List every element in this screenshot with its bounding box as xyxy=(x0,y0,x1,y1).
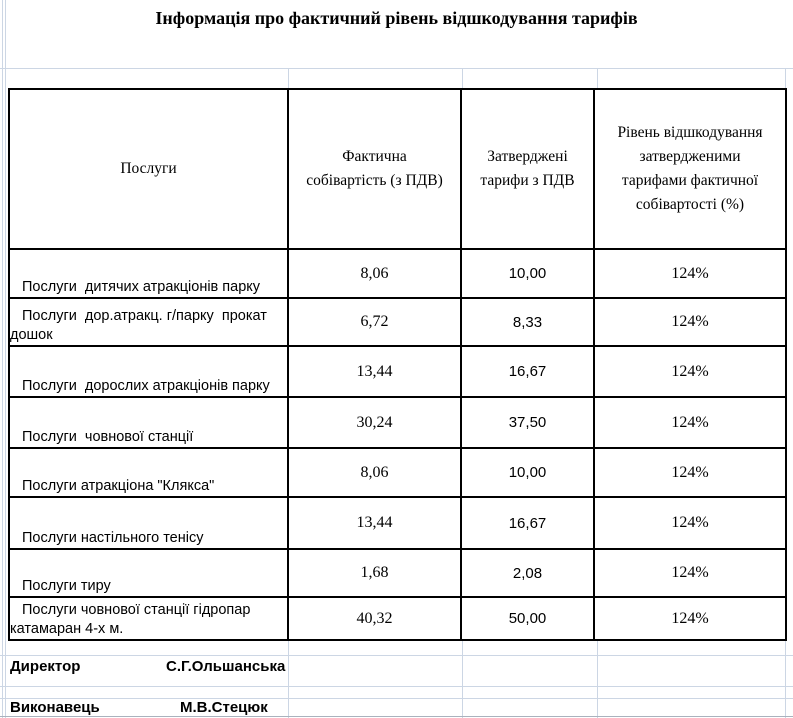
cell-actual-cost[interactable]: 1,68 xyxy=(287,548,462,598)
table-header-row: Послуги Фактична собівартість (з ПДВ) За… xyxy=(8,88,787,250)
signature-name-executor: М.В.Стецюк xyxy=(180,699,268,716)
gridline xyxy=(0,716,793,717)
cell-level[interactable]: 124% xyxy=(593,548,787,598)
cell-actual-cost[interactable]: 13,44 xyxy=(287,496,462,550)
gridline xyxy=(462,641,463,718)
cell-level[interactable]: 124% xyxy=(593,396,787,449)
cell-approved-tariff[interactable]: 16,67 xyxy=(460,345,595,398)
cell-actual-cost[interactable]: 30,24 xyxy=(287,396,462,449)
table-row: Послуги дор.атракц. г/парку прокат дошок… xyxy=(8,297,787,347)
cell-level[interactable]: 124% xyxy=(593,345,787,398)
gridline xyxy=(2,0,3,718)
cell-service[interactable]: Послуги човнової станції гідропар катама… xyxy=(8,596,289,641)
gridline xyxy=(785,641,786,718)
gridline xyxy=(462,68,463,88)
cell-approved-tariff[interactable]: 10,00 xyxy=(460,447,595,498)
table-row: Послуги тиру 1,68 2,08 124% xyxy=(8,548,787,598)
header-cell-services[interactable]: Послуги xyxy=(8,88,289,250)
cell-approved-tariff[interactable]: 10,00 xyxy=(460,248,595,299)
gridline xyxy=(0,655,793,656)
table-row: Послуги атракціона "Клякса" 8,06 10,00 1… xyxy=(8,447,787,498)
cell-service[interactable]: Послуги дор.атракц. г/парку прокат дошок xyxy=(8,297,289,347)
cell-actual-cost[interactable]: 6,72 xyxy=(287,297,462,347)
cell-actual-cost[interactable]: 13,44 xyxy=(287,345,462,398)
cell-approved-tariff[interactable]: 37,50 xyxy=(460,396,595,449)
header-cell-reimbursement-level[interactable]: Рівень відшкодування затвердженими тариф… xyxy=(593,88,787,250)
gridline xyxy=(5,0,6,718)
table-row: Послуги настільного тенісу 13,44 16,67 1… xyxy=(8,496,787,550)
cell-service[interactable]: Послуги атракціона "Клякса" xyxy=(8,447,289,498)
cell-approved-tariff[interactable]: 16,67 xyxy=(460,496,595,550)
cell-actual-cost[interactable]: 8,06 xyxy=(287,248,462,299)
table-row: Послуги човнової станції 30,24 37,50 124… xyxy=(8,396,787,449)
table-row: Послуги дорослих атракціонів парку 13,44… xyxy=(8,345,787,398)
signature-name-director: С.Г.Ольшанська xyxy=(166,658,286,675)
cell-level[interactable]: 124% xyxy=(593,248,787,299)
cell-service[interactable]: Послуги дитячих атракціонів парку xyxy=(8,248,289,299)
cell-level[interactable]: 124% xyxy=(593,596,787,641)
cell-level[interactable]: 124% xyxy=(593,447,787,498)
cell-approved-tariff[interactable]: 2,08 xyxy=(460,548,595,598)
gridline xyxy=(597,641,598,718)
table-row: Послуги дитячих атракціонів парку 8,06 1… xyxy=(8,248,787,299)
cell-service[interactable]: Послуги тиру xyxy=(8,548,289,598)
cell-service[interactable]: Послуги дорослих атракціонів парку xyxy=(8,345,289,398)
gridline xyxy=(597,68,598,88)
header-cell-approved-tariffs[interactable]: Затверджені тарифи з ПДВ xyxy=(460,88,595,250)
cell-approved-tariff[interactable]: 50,00 xyxy=(460,596,595,641)
tariff-table: Послуги Фактична собівартість (з ПДВ) За… xyxy=(8,88,787,641)
header-cell-actual-cost[interactable]: Фактична собівартість (з ПДВ) xyxy=(287,88,462,250)
gridline xyxy=(0,68,793,69)
page-title: Інформація про фактичний рівень відшкоду… xyxy=(155,8,638,28)
table-row: Послуги човнової станції гідропар катама… xyxy=(8,596,787,641)
signature-role-director: Директор xyxy=(10,658,81,675)
cell-actual-cost[interactable]: 40,32 xyxy=(287,596,462,641)
gridline xyxy=(785,68,786,88)
gridline xyxy=(0,698,793,699)
cell-service[interactable]: Послуги настільного тенісу xyxy=(8,496,289,550)
gridline xyxy=(0,686,793,687)
cell-level[interactable]: 124% xyxy=(593,297,787,347)
cell-approved-tariff[interactable]: 8,33 xyxy=(460,297,595,347)
signature-role-executor: Виконавець xyxy=(10,699,100,716)
cell-service[interactable]: Послуги човнової станції xyxy=(8,396,289,449)
gridline xyxy=(288,68,289,88)
cell-level[interactable]: 124% xyxy=(593,496,787,550)
cell-actual-cost[interactable]: 8,06 xyxy=(287,447,462,498)
gridline xyxy=(288,641,289,718)
